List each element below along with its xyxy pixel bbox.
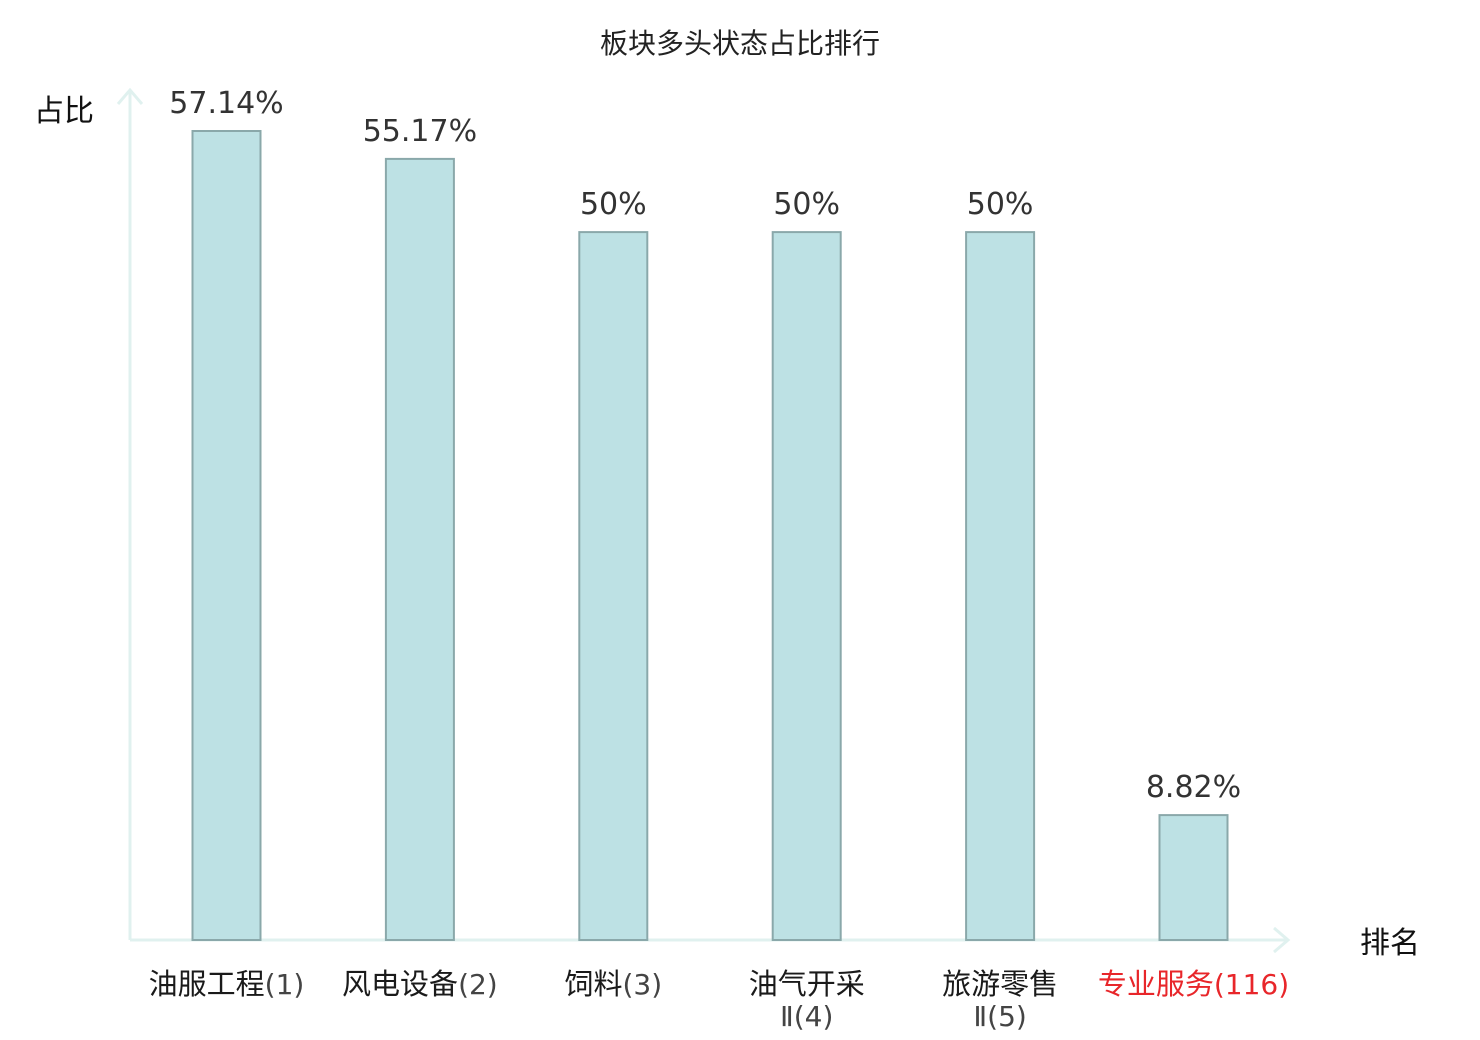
bar-1 <box>191 130 262 941</box>
value-label-2: 55.17% <box>363 114 477 149</box>
category-name: 油气开采 <box>749 967 865 1001</box>
category-labels-group: 油服工程(1) 风电设备(2) 饲料(3) 油气开采Ⅱ(4)旅游零售Ⅱ(5)专业服务(… <box>149 967 1290 1033</box>
category-label-6: 专业服务(116) <box>1098 967 1289 1001</box>
x-axis-arrow-icon <box>1273 926 1291 954</box>
x-axis <box>130 926 1291 954</box>
category-rank: (3) <box>622 968 662 1001</box>
value-label-4: 50% <box>773 187 840 222</box>
y-axis-arrow-icon <box>116 87 144 105</box>
bars-group <box>191 130 1229 942</box>
bar-2 <box>384 157 455 941</box>
value-labels-group: 57.14% 55.17% 50% 50% 50% 8.82% <box>169 86 1241 805</box>
category-name: 油服工程 <box>149 967 265 1001</box>
y-axis-label: 占比 <box>34 94 94 129</box>
category-label-line2-5: Ⅱ(5) <box>973 1000 1026 1033</box>
category-name: 专业服务 <box>1098 967 1214 1001</box>
bar-5 <box>965 231 1036 942</box>
bar-3 <box>578 231 649 942</box>
bar-4 <box>771 231 842 942</box>
category-name: 旅游零售 <box>942 967 1058 1001</box>
category-rank: (1) <box>265 968 305 1001</box>
category-label-1: 油服工程(1) <box>149 967 305 1001</box>
category-rank: (2) <box>458 968 498 1001</box>
category-name: 风电设备 <box>342 967 458 1001</box>
category-label-5: 旅游零售 <box>942 967 1058 1001</box>
category-label-2: 风电设备(2) <box>342 967 498 1001</box>
value-label-6: 8.82% <box>1146 770 1241 805</box>
category-label-3: 饲料(3) <box>564 967 662 1001</box>
category-name: 饲料 <box>564 967 622 1001</box>
y-axis <box>116 87 144 940</box>
category-label-4: 油气开采 <box>749 967 865 1001</box>
x-axis-label: 排名 <box>1360 926 1420 961</box>
value-label-1: 57.14% <box>169 86 283 121</box>
chart-title: 板块多头状态占比排行 <box>600 27 880 60</box>
category-rank: (116) <box>1214 968 1289 1001</box>
category-label-line2-4: Ⅱ(4) <box>780 1000 833 1033</box>
value-label-3: 50% <box>580 187 647 222</box>
value-label-5: 50% <box>967 187 1034 222</box>
bar-6 <box>1158 814 1229 941</box>
